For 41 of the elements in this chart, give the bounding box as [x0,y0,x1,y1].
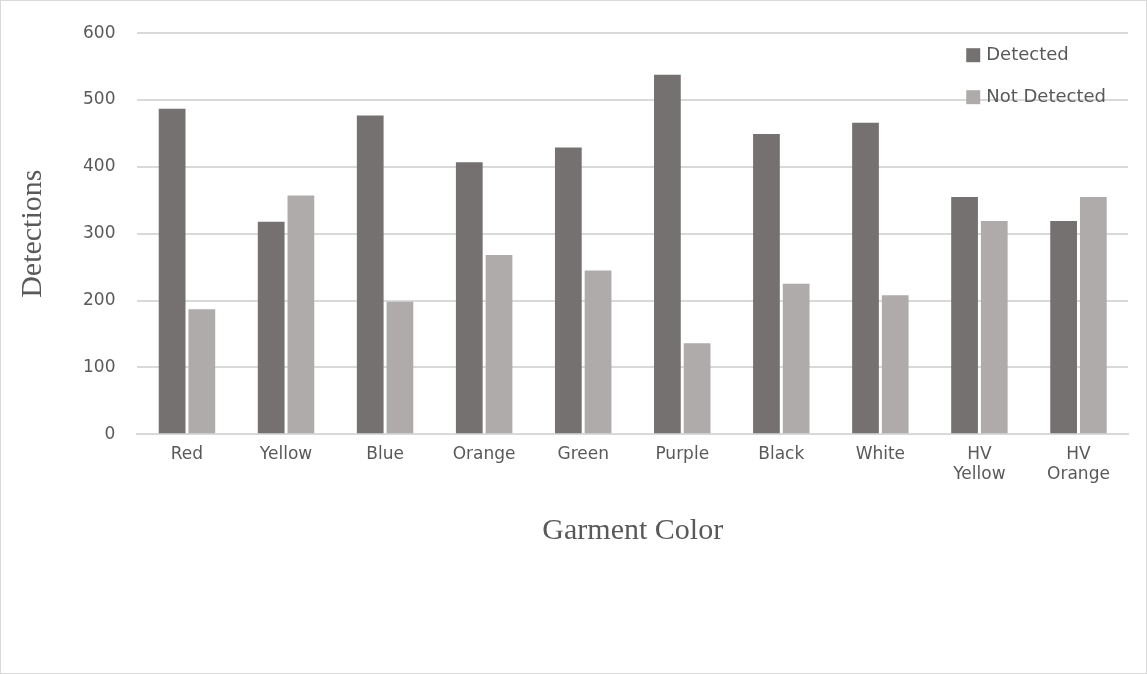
legend-label: Detected [986,42,1069,64]
bar [287,195,315,434]
bar [554,147,582,434]
x-tick-label: Black [758,442,805,463]
bar [386,301,414,434]
x-tick-label: Blue [366,442,404,463]
bar [257,221,285,434]
x-tick-label: HV Orange [1047,442,1110,484]
x-axis-title: Garment Color [542,511,724,545]
bar [356,115,384,434]
y-tick-label: 100 [82,355,116,376]
bar [455,162,483,434]
bar [782,283,810,434]
legend-label: Not Detected [986,84,1106,106]
bar [654,74,681,434]
x-tick-label: Purple [655,442,710,463]
x-tick-label: Yellow [258,442,313,463]
bar [881,295,909,434]
y-tick-label: 200 [82,288,116,309]
bar [683,343,711,434]
y-tick-label: 500 [82,88,116,109]
bar [188,309,216,434]
bar [584,270,612,434]
y-tick-label: 600 [82,21,116,42]
bar [1079,196,1107,434]
bar [485,255,513,434]
x-tick-label: Orange [452,442,516,463]
bar [852,122,879,434]
bar [951,196,978,434]
bar [1050,221,1077,434]
x-tick-label: Red [170,442,204,463]
y-axis-title: Detections [13,169,47,298]
x-tick-label: HV Yellow [952,442,1006,484]
bar [753,134,780,434]
bar [980,221,1008,434]
x-tick-label: White [855,442,906,463]
y-tick-label: 0 [104,422,116,443]
y-tick-label: 400 [82,155,116,176]
bar [158,108,186,434]
y-tick-label: 300 [82,222,116,243]
x-tick-label: Green [557,442,609,463]
